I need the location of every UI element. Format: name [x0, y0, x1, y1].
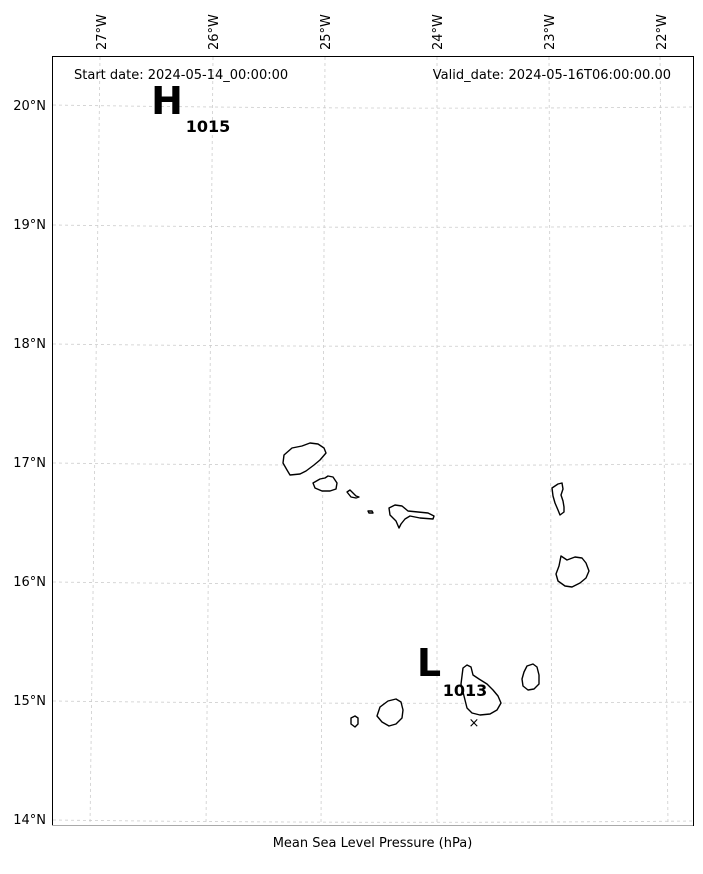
map-frame — [52, 56, 694, 826]
island-santa-luzia — [346, 489, 360, 499]
island-sal — [551, 482, 565, 516]
island-sao-nicolau — [388, 504, 435, 529]
start-date-label: Start date: 2024-05-14_00:00:00 — [74, 68, 288, 83]
lat-label-18n: 18°N — [13, 337, 46, 352]
gridline-26w — [205, 56, 214, 826]
lat-label-16n: 16°N — [13, 575, 46, 590]
island-sao-vicente — [312, 475, 338, 492]
lon-label-24w: 24°W — [431, 14, 446, 50]
lat-label-19n: 19°N — [13, 218, 46, 233]
gridline-14n — [52, 819, 694, 823]
lon-label-26w: 26°W — [207, 14, 222, 50]
gridline-17n — [52, 462, 694, 466]
lat-label-14n: 14°N — [13, 813, 46, 828]
gridline-16n — [52, 581, 694, 585]
lon-label-27w: 27°W — [95, 14, 110, 50]
low-pressure-letter: L — [417, 641, 441, 685]
island-santiago — [460, 664, 502, 716]
lon-label-25w: 25°W — [319, 14, 334, 50]
gridline-20n — [52, 104, 694, 109]
gridline-25w — [320, 56, 326, 826]
island-santo-antao — [282, 442, 327, 476]
coastlines — [282, 442, 590, 728]
gridline-15n — [52, 700, 694, 704]
lat-label-15n: 15°N — [13, 694, 46, 709]
lat-label-20n: 20°N — [13, 99, 46, 114]
lon-label-23w: 23°W — [543, 14, 558, 50]
high-pressure-value: 1015 — [186, 117, 231, 136]
map-caption: Mean Sea Level Pressure (hPa) — [272, 836, 473, 851]
gridline-19n — [52, 224, 694, 228]
pressure-center-high: H 1015 — [151, 79, 230, 136]
latitude-labels: 20°N 19°N 18°N 17°N 16°N 15°N 14°N — [13, 99, 46, 828]
lat-label-17n: 17°N — [13, 456, 46, 471]
location-marker: × — [469, 716, 480, 731]
longitude-gridlines — [89, 56, 669, 826]
latitude-gridlines — [52, 104, 694, 823]
gridline-27w — [89, 56, 101, 826]
valid-date-label: Valid_date: 2024-05-16T06:00:00.00 — [433, 68, 671, 83]
island-fogo — [376, 698, 404, 727]
island-maio — [521, 663, 540, 691]
gridline-22w — [659, 56, 669, 826]
gridline-18n — [52, 343, 694, 347]
gridline-23w — [548, 56, 553, 826]
lon-label-22w: 22°W — [655, 14, 670, 50]
low-pressure-value: 1013 — [443, 681, 488, 700]
longitude-labels: 27°W 26°W 25°W 24°W 23°W 22°W — [95, 14, 670, 50]
pressure-center-low: L 1013 — [417, 641, 487, 700]
high-pressure-letter: H — [151, 79, 183, 123]
island-ilheu-raso — [367, 510, 374, 514]
island-brava — [350, 715, 359, 728]
island-boa-vista — [555, 555, 590, 588]
